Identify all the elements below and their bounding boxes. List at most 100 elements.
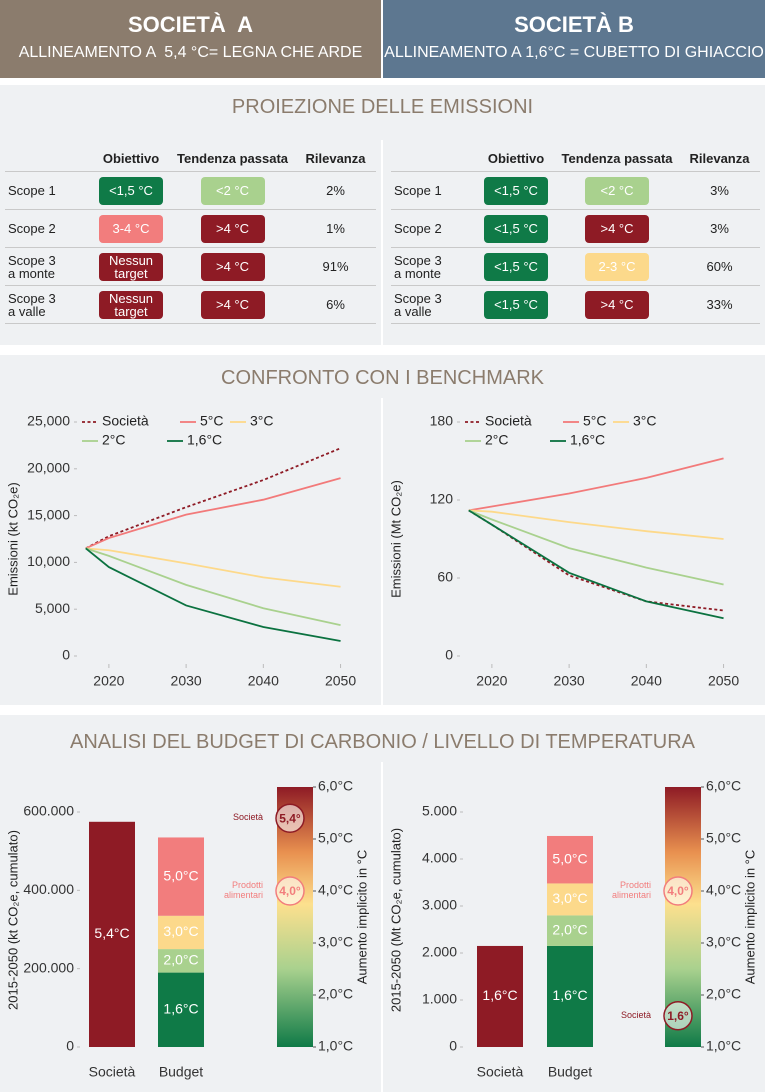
bar-segment: [477, 945, 523, 1047]
gauge-marker-name: Società: [620, 1009, 651, 1020]
series-line: [468, 457, 724, 512]
gauge-marker-label: 4,0°: [667, 884, 689, 898]
trend-cell: <2 °C: [170, 171, 295, 210]
legend-label: 3°C: [250, 413, 274, 429]
scope-label: Scope 3 a monte: [8, 252, 56, 281]
segment-label: 2,0°C: [163, 952, 198, 968]
x-tick-label: 2030: [554, 673, 585, 689]
gauge-tick-label: 2,0°C: [706, 986, 741, 1002]
rating-badge: <1,5 °C: [484, 290, 548, 319]
gauge-tick-label: 1,0°C: [318, 1038, 353, 1054]
relevance-cell: 2%: [295, 171, 376, 210]
bar-segment: [158, 837, 204, 916]
y-tick-label: 4.000: [422, 850, 457, 866]
table-row: Scope 1 <1,5 °C <2 °C 3%: [391, 171, 760, 210]
relevance-cell: 3%: [679, 171, 760, 210]
legend-label: Società: [485, 413, 532, 429]
legend-label: 2°C: [102, 432, 126, 448]
legend-label: 5°C: [200, 413, 224, 429]
table-row: Scope 2 <1,5 °C >4 °C 3%: [391, 209, 760, 248]
series-line: [468, 509, 724, 586]
rating-badge: <1,5 °C: [99, 176, 163, 205]
y-tick-label: 120: [430, 491, 454, 507]
series-line: [85, 447, 341, 550]
legend-label: 5°C: [583, 413, 607, 429]
table-row: Scope 2 3-4 °C >4 °C 1%: [5, 209, 376, 248]
header-row: Obiettivo Tendenza passata Rilevanza: [391, 145, 760, 172]
y-tick-label: 600.000: [23, 803, 74, 819]
x-tick-label: Società: [477, 1064, 524, 1080]
y-tick-label: 60: [437, 569, 453, 585]
target-cell: <1,5 °C: [477, 171, 555, 210]
gauge-marker: [663, 1001, 693, 1031]
y-axis-label: Emissioni (kt CO₂e): [5, 482, 20, 595]
y-tick-label: 3.000: [422, 897, 457, 913]
scope-cell: Scope 3 a valle: [391, 285, 477, 324]
segment-label: 5,0°C: [163, 867, 198, 883]
scope-label: Scope 1: [8, 183, 56, 198]
divider: [381, 762, 383, 1092]
target-cell: <1,5 °C: [92, 171, 170, 210]
marker-name-box: Società: [233, 812, 263, 822]
table-row: Scope 1 <1,5 °C <2 °C 2%: [5, 171, 376, 210]
legend-label: 1,6°C: [570, 432, 605, 448]
bar-segment: [547, 915, 593, 946]
gauge-marker-name: Prodotti alimentari: [223, 880, 263, 900]
scope-label: Scope 3 a valle: [8, 290, 56, 319]
chart: 0 1.000 2.000 3.000 4.000 5.000 2015-2050 (Mt …: [388, 778, 757, 1080]
rating-badge: <1,5 °C: [484, 252, 548, 281]
header-row: Obiettivo Tendenza passata Rilevanza: [5, 145, 376, 172]
series-line: [85, 547, 341, 626]
trend-cell: >4 °C: [170, 209, 295, 248]
y-tick-label: 10,000: [27, 553, 70, 569]
target-cell: Nessun target: [92, 285, 170, 324]
target-cell: Nessun target: [92, 247, 170, 286]
rating-badge: >4 °C: [200, 214, 265, 243]
bar-segment: [547, 835, 593, 884]
company-title: SOCIETÀ B: [514, 12, 634, 37]
divider: [381, 140, 383, 345]
series-line: [85, 547, 341, 642]
gauge-axis-label: Aumento implicito in °C: [742, 850, 757, 985]
y-axis-label: Emissioni (Mt CO₂e): [388, 480, 403, 598]
corner-cell: [5, 145, 92, 172]
rating-badge: 3-4 °C: [99, 214, 163, 243]
y-tick-label: 15,000: [27, 506, 70, 522]
y-tick-label: 0: [445, 647, 453, 663]
chart: 0 5,000 10,000 15,000 20,000 25,000 2020 2030 20…: [5, 413, 356, 689]
gauge-tick-label: 5,0°C: [706, 830, 741, 846]
rating-badge: Nessun target: [99, 290, 163, 319]
x-tick-label: Budget: [548, 1064, 592, 1080]
target-cell: <1,5 °C: [477, 285, 555, 324]
divider: [381, 398, 383, 705]
y-tick-label: 20,000: [27, 460, 70, 476]
scope-cell: Scope 3 a monte: [5, 247, 92, 286]
column-header: Rilevanza: [305, 150, 366, 166]
emissions-table: Obiettivo Tendenza passata Rilevanza Scope …: [391, 145, 760, 324]
section-title: ANALISI DEL BUDGET DI CARBONIO / LIVELLO…: [70, 731, 695, 753]
column-header: Tendenza passata: [561, 150, 673, 166]
trend-cell: >4 °C: [170, 285, 295, 324]
trend-cell: 2-3 °C: [555, 247, 679, 286]
segment-label: 1,6°C: [482, 987, 517, 1003]
segment-label: 3,0°C: [163, 923, 198, 939]
scope-cell: Scope 2: [5, 209, 92, 248]
y-axis-label: 2015-2050 (kt CO₂e, cumulato): [5, 830, 20, 1010]
relevance-cell: 91%: [295, 247, 376, 286]
legend-label: 2°C: [485, 432, 509, 448]
gauge-marker-label: 1,6°: [667, 1009, 689, 1023]
bar-segment: [158, 915, 204, 950]
y-tick-label: 0: [62, 647, 70, 663]
bar-segment: [158, 949, 204, 973]
rating-badge: >4 °C: [200, 290, 265, 319]
trend-cell: >4 °C: [170, 247, 295, 286]
scope-cell: Scope 2: [391, 209, 477, 248]
trend-cell: >4 °C: [555, 285, 679, 324]
rating-badge: <1,5 °C: [484, 176, 548, 205]
company-subtitle: ALLINEAMENTO A 1,6°C = CUBETTO DI GHIACC…: [384, 44, 764, 61]
y-tick-label: 0: [66, 1038, 74, 1054]
x-tick-label: 2050: [325, 673, 356, 689]
x-tick-label: 2040: [631, 673, 662, 689]
